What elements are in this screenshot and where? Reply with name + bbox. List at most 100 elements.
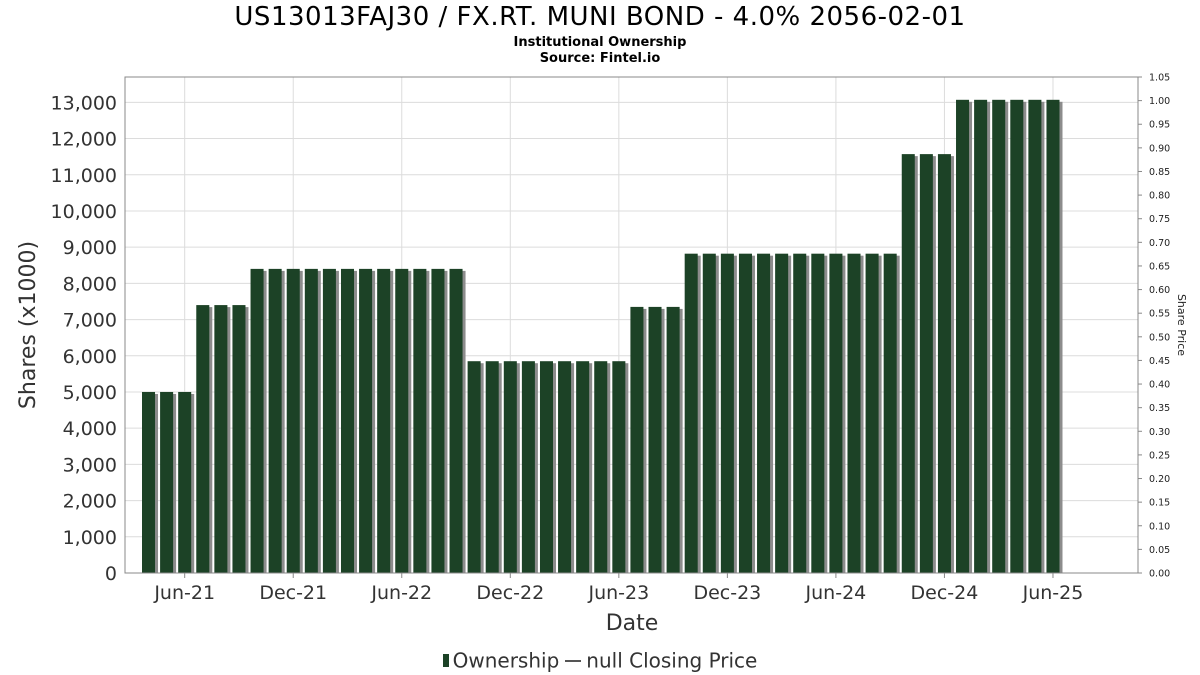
y-tick-label: 7,000 xyxy=(63,310,117,332)
y2-tick-label: 0.35 xyxy=(1149,403,1170,414)
y-tick-label: 13,000 xyxy=(51,92,117,114)
y2-tick-label: 0.10 xyxy=(1149,521,1170,532)
ownership-bar xyxy=(666,306,680,573)
y-tick-label: 8,000 xyxy=(63,273,117,295)
legend-ownership-label: Ownership xyxy=(452,648,560,673)
chart-title: US13013FAJ30 / FX.RT. MUNI BOND - 4.0% 2… xyxy=(234,2,966,32)
plot-border xyxy=(124,76,1139,574)
ownership-bar xyxy=(142,391,156,573)
ownership-bar xyxy=(738,253,752,573)
x-tick-label: Dec-24 xyxy=(911,582,979,604)
ownership-bar xyxy=(757,253,771,573)
y2-tick-label: 0.65 xyxy=(1149,261,1170,272)
y2-axis-title: Share Price xyxy=(1175,294,1188,356)
y-tick-label: 1,000 xyxy=(63,527,117,549)
ownership-bar xyxy=(919,154,933,573)
ownership-bar xyxy=(1010,99,1024,573)
ownership-bar xyxy=(594,361,608,573)
chart-subtitle: Institutional Ownership xyxy=(513,35,687,50)
y2-tick-label: 0.90 xyxy=(1149,143,1170,154)
x-tick-label: Jun-22 xyxy=(370,582,432,604)
ownership-bar xyxy=(413,268,427,573)
ownership-bar xyxy=(901,154,915,573)
ownership-bar xyxy=(178,391,192,573)
x-tick-label: Jun-25 xyxy=(1022,582,1084,604)
ownership-bar xyxy=(485,361,499,573)
ownership-bar xyxy=(503,361,517,573)
ownership-bar xyxy=(359,268,373,573)
y-tick-label: 6,000 xyxy=(63,346,117,368)
y2-tick-label: 0.30 xyxy=(1149,427,1170,438)
y2-tick-label: 0.00 xyxy=(1149,569,1170,580)
ownership-bar xyxy=(250,268,264,573)
y2-tick-label: 0.45 xyxy=(1149,356,1170,367)
ownership-bar xyxy=(720,253,734,573)
y-axis-title: Shares (x1000) xyxy=(16,241,41,409)
y-tick-label: 3,000 xyxy=(63,454,117,476)
ownership-bar xyxy=(431,268,445,573)
y2-tick-label: 0.15 xyxy=(1149,498,1170,509)
y2-tick-label: 1.05 xyxy=(1149,73,1170,84)
legend-price-label: null Closing Price xyxy=(586,648,758,673)
y-tick-label: 9,000 xyxy=(63,237,117,259)
ownership-bar xyxy=(467,361,481,573)
y2-tick-label: 0.25 xyxy=(1149,450,1170,461)
ownership-bar xyxy=(793,253,807,573)
ownership-bar xyxy=(286,268,300,573)
y2-tick-label: 0.40 xyxy=(1149,380,1170,391)
ownership-bar xyxy=(1046,99,1060,573)
chart-legend: Ownership null Closing Price xyxy=(0,647,1200,673)
ownership-bar xyxy=(974,99,988,573)
ownership-bar xyxy=(937,154,951,573)
y-tick-label: 4,000 xyxy=(63,418,117,440)
x-tick-label: Jun-23 xyxy=(587,582,649,604)
y2-tick-label: 0.95 xyxy=(1149,120,1170,131)
ownership-bar xyxy=(702,253,716,573)
ownership-bar xyxy=(449,268,463,573)
y2-tick-label: 0.80 xyxy=(1149,191,1170,202)
ownership-bar xyxy=(196,305,210,573)
y-tick-label: 2,000 xyxy=(63,491,117,513)
ownership-bar xyxy=(775,253,789,573)
ownership-bar xyxy=(322,268,336,573)
ownership-bar xyxy=(865,253,879,573)
ownership-bar xyxy=(992,99,1006,573)
y-tick-label: 0 xyxy=(105,563,117,585)
ownership-bar xyxy=(811,253,825,573)
y2-tick-label: 0.70 xyxy=(1149,238,1170,249)
ownership-bar xyxy=(612,361,626,573)
ownership-bar xyxy=(684,253,698,573)
ownership-bar xyxy=(630,306,644,573)
y2-tick-label: 0.55 xyxy=(1149,309,1170,320)
ownership-bar xyxy=(956,99,970,573)
ownership-bar xyxy=(268,268,282,573)
y2-tick-label: 1.00 xyxy=(1149,96,1170,107)
chart-source: Source: Fintel.io xyxy=(539,51,661,66)
ownership-bar xyxy=(160,391,174,573)
x-tick-label: Jun-21 xyxy=(153,582,215,604)
y2-tick-label: 0.85 xyxy=(1149,167,1170,178)
x-tick-label: Jun-24 xyxy=(805,582,867,604)
ownership-bar xyxy=(558,361,572,573)
x-tick-label: Dec-23 xyxy=(693,582,761,604)
y-tick-label: 12,000 xyxy=(51,129,117,151)
y-tick-label: 10,000 xyxy=(51,201,117,223)
y2-tick-label: 0.75 xyxy=(1149,214,1170,225)
y-tick-label: 11,000 xyxy=(51,165,117,187)
ownership-bar xyxy=(576,361,590,573)
legend-price-swatch xyxy=(565,659,582,662)
legend-ownership-swatch xyxy=(442,654,449,667)
y2-tick-label: 0.05 xyxy=(1149,545,1170,556)
ownership-bar xyxy=(829,253,843,573)
ownership-bar xyxy=(1028,99,1042,573)
x-axis-title: Date xyxy=(606,611,659,636)
ownership-bar xyxy=(883,253,897,573)
ownership-bar xyxy=(847,253,861,573)
ownership-bar xyxy=(304,268,318,573)
x-tick-label: Dec-21 xyxy=(259,582,327,604)
ownership-bar xyxy=(521,361,535,573)
y2-tick-label: 0.50 xyxy=(1149,332,1170,343)
ownership-bar xyxy=(395,268,409,573)
y2-tick-label: 0.60 xyxy=(1149,285,1170,296)
